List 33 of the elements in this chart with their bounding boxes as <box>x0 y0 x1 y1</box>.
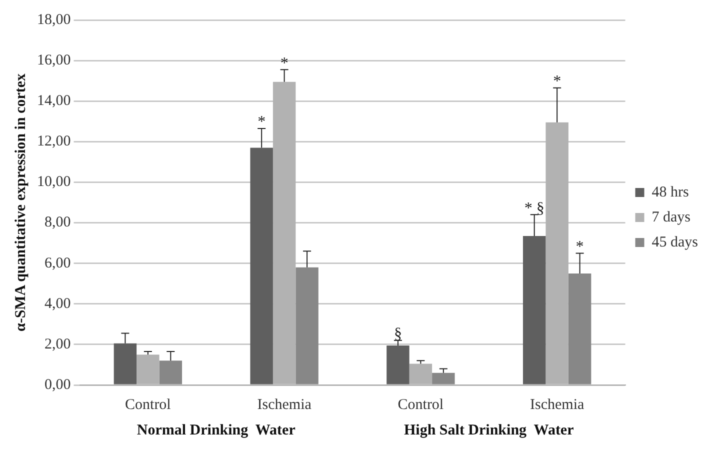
y-tick-label: 6,00 <box>44 255 71 272</box>
text: Normal Drinking Water <box>136 422 296 438</box>
bar <box>250 148 273 384</box>
data-label: * <box>258 114 266 131</box>
legend-label: 45 days <box>652 234 698 250</box>
y-tick-label: 8,00 <box>44 214 71 231</box>
bar <box>114 343 137 384</box>
text: High Salt Drinking Water <box>404 422 574 438</box>
y-tick-label: 18,00 <box>37 12 71 28</box>
data-label: * § <box>524 200 544 217</box>
bar <box>159 360 182 384</box>
bar <box>296 267 318 384</box>
y-tick-label: 4,00 <box>44 296 71 312</box>
x-tick-label: Control <box>125 396 171 413</box>
legend-label: 48 hrs <box>652 184 689 200</box>
y-tick-label: 10,00 <box>37 174 71 190</box>
data-label: * <box>280 54 288 72</box>
bar <box>522 236 546 384</box>
y-tick-label: 14,00 <box>37 93 71 110</box>
y-tick-label: 0,00 <box>44 376 71 393</box>
x-tick-label: Ischemia <box>530 396 584 413</box>
bar <box>568 273 592 384</box>
x-tick-label: Ischemia <box>257 396 312 413</box>
bar <box>432 372 455 384</box>
legend-label: 7 days <box>652 209 691 226</box>
data-label: * <box>553 73 562 90</box>
bar <box>386 345 410 384</box>
y-tick-label: 12,00 <box>37 134 71 150</box>
data-label: * <box>576 238 584 256</box>
y-tick-label: 16,00 <box>37 52 71 68</box>
x-tick-label: Control <box>398 396 444 413</box>
y-axis-title: α-SMA quantitative expression in cortex <box>12 72 29 332</box>
y-tick-label: 2,00 <box>44 336 71 352</box>
